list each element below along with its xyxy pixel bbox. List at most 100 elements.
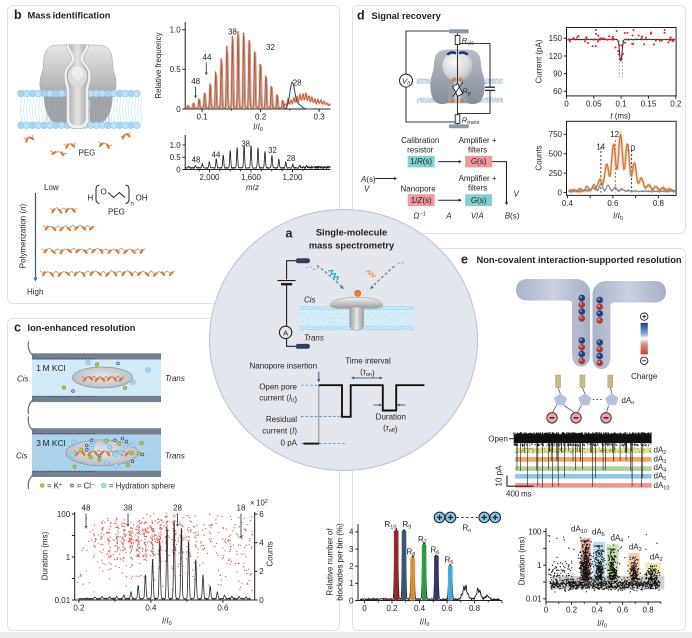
svg-text:m/z: m/z — [246, 183, 259, 192]
svg-text:Nanopore: Nanopore — [401, 185, 437, 194]
svg-text:dAn: dAn — [622, 396, 635, 407]
svg-text:0.01: 0.01 — [526, 595, 542, 604]
svg-text:0.05: 0.05 — [586, 99, 602, 108]
svg-text:Mass identification: Mass identification — [28, 10, 111, 20]
svg-text:44: 44 — [203, 53, 212, 62]
svg-text:0.2: 0.2 — [73, 604, 85, 613]
svg-text:Cis: Cis — [304, 295, 316, 304]
svg-text:1/Z(s): 1/Z(s) — [411, 196, 432, 205]
svg-text:V: V — [364, 185, 370, 194]
svg-text:dA10: dA10 — [654, 481, 670, 492]
svg-text:Calibration: Calibration — [401, 136, 439, 145]
svg-text:R7: R7 — [418, 535, 427, 546]
svg-text:10 pA: 10 pA — [495, 465, 504, 487]
svg-text:2: 2 — [259, 567, 264, 576]
svg-text:0: 0 — [558, 188, 563, 197]
svg-text:750: 750 — [549, 130, 563, 139]
svg-text:48: 48 — [191, 77, 200, 86]
svg-text:0.15: 0.15 — [641, 99, 657, 108]
svg-text:0.01: 0.01 — [55, 596, 71, 605]
svg-text:0.3: 0.3 — [314, 113, 326, 122]
svg-text:I/I0: I/I0 — [162, 617, 172, 628]
svg-text:R8: R8 — [407, 548, 416, 559]
svg-text:OH: OH — [136, 194, 148, 203]
svg-text:current (I): current (I) — [262, 426, 297, 435]
svg-text:G(s): G(s) — [471, 157, 487, 166]
svg-text:e: e — [461, 253, 468, 267]
svg-text:Rn: Rn — [463, 524, 472, 535]
svg-text:Rtrans: Rtrans — [462, 116, 480, 127]
svg-text:400 ms: 400 ms — [506, 489, 532, 498]
svg-text:2: 2 — [349, 562, 354, 571]
svg-text:32: 32 — [268, 146, 277, 155]
svg-text:Trans: Trans — [165, 374, 185, 383]
svg-text:PEG: PEG — [108, 208, 125, 217]
svg-text:0.2: 0.2 — [670, 99, 682, 108]
svg-text:Current (pA): Current (pA) — [535, 39, 544, 83]
svg-text:0: 0 — [544, 606, 549, 615]
svg-text:1.0: 1.0 — [170, 141, 182, 150]
svg-text:0.8: 0.8 — [643, 606, 655, 615]
svg-text:Amplifier +: Amplifier + — [459, 136, 497, 145]
svg-text:1,200: 1,200 — [282, 173, 303, 182]
svg-text:dA4: dA4 — [611, 534, 624, 545]
svg-text:Single-molecule: Single-molecule — [316, 228, 387, 238]
svg-text:0.5: 0.5 — [170, 153, 182, 162]
svg-text:Duration (ms): Duration (ms) — [41, 531, 50, 580]
svg-text:R10: R10 — [385, 520, 397, 531]
svg-text:0: 0 — [564, 99, 569, 108]
svg-text:38: 38 — [124, 504, 133, 513]
svg-text:0.8: 0.8 — [653, 199, 665, 208]
svg-text:0.6: 0.6 — [607, 199, 619, 208]
svg-text:Relative frequency: Relative frequency — [154, 32, 163, 98]
svg-text:filters: filters — [468, 145, 487, 154]
svg-text:Rp: Rp — [462, 86, 470, 97]
svg-text:b: b — [14, 8, 22, 22]
svg-text:V: V — [514, 190, 520, 199]
svg-text:× 102: × 102 — [250, 499, 268, 508]
svg-text:dA10: dA10 — [571, 525, 587, 536]
svg-text:blockades per bin (%): blockades per bin (%) — [336, 523, 345, 601]
svg-text:resistor: resistor — [407, 145, 434, 154]
svg-text:= Cl−: = Cl− — [77, 481, 94, 490]
svg-text:R5: R5 — [445, 556, 454, 567]
svg-text:dA4: dA4 — [654, 463, 667, 474]
svg-text:Counts: Counts — [266, 541, 275, 566]
svg-text:14: 14 — [596, 143, 605, 152]
svg-text:filters: filters — [468, 184, 487, 193]
svg-text:0.5: 0.5 — [170, 65, 182, 74]
svg-text:A(s): A(s) — [360, 175, 376, 184]
svg-text:100: 100 — [57, 510, 71, 519]
svg-text:H: H — [88, 194, 94, 203]
svg-text:0.1: 0.1 — [616, 99, 628, 108]
svg-text:Duration (ms): Duration (ms) — [518, 536, 527, 585]
svg-text:R6: R6 — [431, 546, 440, 557]
svg-text:28: 28 — [287, 154, 296, 163]
svg-text:18: 18 — [237, 504, 246, 513]
svg-text:G(s): G(s) — [471, 196, 487, 205]
svg-text:0.2: 0.2 — [386, 604, 398, 613]
svg-text:0.4: 0.4 — [591, 606, 603, 615]
svg-text:dA3: dA3 — [654, 455, 667, 466]
svg-text:Residual: Residual — [266, 415, 297, 424]
svg-text:500: 500 — [549, 150, 563, 159]
svg-text:Open: Open — [488, 435, 508, 444]
svg-text:1: 1 — [537, 561, 542, 570]
svg-text:90: 90 — [553, 69, 562, 78]
svg-text:0.8: 0.8 — [469, 604, 481, 613]
svg-text:0.6: 0.6 — [441, 604, 453, 613]
svg-text:1: 1 — [349, 579, 354, 588]
svg-text:Rcis: Rcis — [462, 36, 474, 47]
svg-text:Cis: Cis — [16, 451, 28, 460]
svg-text:0 pA: 0 pA — [281, 439, 298, 448]
svg-text:6: 6 — [259, 510, 264, 519]
svg-text:4: 4 — [349, 528, 354, 537]
svg-text:28: 28 — [293, 79, 302, 88]
svg-text:0.6: 0.6 — [617, 606, 629, 615]
svg-text:1.0: 1.0 — [170, 26, 182, 35]
svg-text:n: n — [131, 202, 134, 208]
svg-text:44: 44 — [212, 151, 221, 160]
svg-text:Ion-enhanced resolution: Ion-enhanced resolution — [28, 323, 136, 333]
svg-text:Cis: Cis — [17, 374, 29, 383]
svg-text:32: 32 — [266, 43, 275, 52]
